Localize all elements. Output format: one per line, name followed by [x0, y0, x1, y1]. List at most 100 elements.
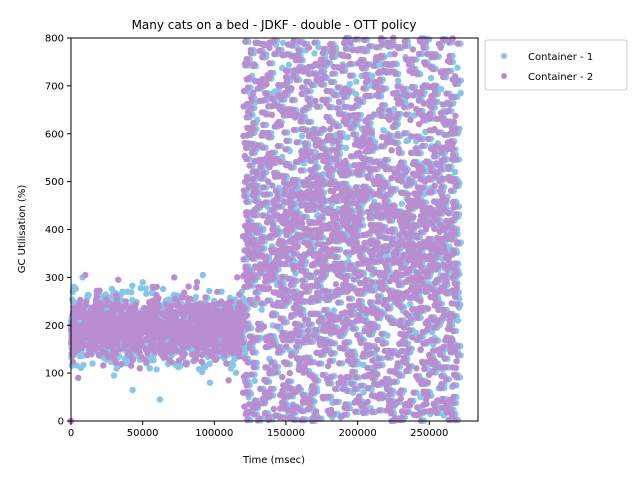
point-container-2 — [198, 351, 206, 359]
point-container-2 — [287, 393, 294, 400]
point-container-1 — [128, 289, 135, 296]
point-container-2 — [236, 291, 243, 298]
point-container-2 — [184, 327, 191, 335]
point-container-1 — [122, 356, 130, 363]
point-container-2 — [342, 249, 350, 256]
point-container-1 — [142, 285, 149, 292]
point-container-2 — [88, 319, 96, 326]
point-container-1 — [129, 386, 136, 394]
point-container-2 — [171, 309, 178, 316]
point-container-2 — [319, 371, 326, 379]
point-container-2 — [146, 320, 153, 327]
point-container-2 — [401, 104, 408, 111]
point-container-2 — [107, 312, 115, 319]
point-container-2 — [374, 336, 381, 344]
point-container-2 — [160, 312, 167, 319]
point-container-2 — [93, 328, 100, 335]
point-container-1 — [159, 285, 167, 293]
point-container-2 — [450, 393, 457, 401]
point-container-2 — [241, 283, 248, 291]
point-container-1 — [311, 50, 318, 57]
point-container-2 — [208, 339, 216, 346]
point-container-2 — [149, 300, 156, 308]
point-container-2 — [219, 322, 226, 329]
point-container-2 — [122, 302, 130, 310]
point-container-1 — [129, 282, 136, 289]
point-container-2 — [140, 317, 147, 325]
point-container-1 — [228, 360, 235, 367]
point-container-1 — [206, 287, 213, 295]
point-container-2 — [124, 336, 131, 343]
point-container-2 — [208, 352, 215, 360]
point-container-2 — [153, 342, 161, 349]
point-container-2 — [304, 88, 311, 95]
point-container-2 — [200, 305, 207, 312]
point-container-2 — [193, 284, 200, 291]
point-container-1 — [251, 377, 258, 384]
point-container-2 — [217, 332, 224, 339]
point-container-2 — [184, 339, 191, 346]
point-container-2 — [184, 295, 191, 302]
point-container-2 — [181, 289, 188, 296]
point-container-2 — [163, 323, 170, 330]
point-container-2 — [160, 329, 167, 337]
point-container-2 — [82, 341, 89, 348]
point-container-1 — [199, 271, 206, 279]
point-container-2 — [394, 83, 401, 90]
point-container-2 — [226, 305, 233, 312]
point-container-2 — [156, 322, 164, 329]
point-container-2 — [135, 322, 142, 329]
point-container-2 — [198, 358, 205, 365]
point-container-2 — [178, 294, 186, 301]
point-container-2 — [105, 322, 112, 329]
point-container-2 — [113, 292, 120, 299]
point-container-2 — [112, 350, 119, 357]
point-container-2 — [171, 329, 178, 337]
point-container-2 — [129, 356, 136, 364]
point-container-2 — [153, 291, 160, 299]
point-container-1 — [258, 306, 265, 313]
point-container-2 — [271, 363, 279, 371]
point-container-2 — [202, 294, 209, 301]
point-container-2 — [313, 103, 321, 110]
point-container-1 — [110, 372, 118, 379]
point-container-1 — [192, 293, 200, 301]
point-container-2 — [189, 324, 196, 331]
point-container-2 — [415, 97, 422, 104]
point-container-1 — [137, 285, 144, 292]
point-container-2 — [174, 297, 181, 304]
point-container-2 — [210, 301, 217, 308]
point-container-1 — [285, 61, 293, 68]
point-container-2 — [126, 311, 133, 319]
point-container-2 — [198, 327, 205, 334]
point-container-1 — [451, 168, 459, 176]
point-container-2 — [100, 362, 107, 369]
point-container-2 — [226, 313, 233, 321]
point-container-2 — [175, 357, 183, 364]
point-container-1 — [454, 317, 462, 324]
point-container-2 — [116, 346, 123, 353]
point-container-2 — [118, 360, 125, 368]
point-container-2 — [205, 307, 212, 315]
point-container-1 — [279, 39, 287, 46]
point-container-1 — [206, 360, 213, 367]
point-container-2 — [99, 312, 107, 319]
point-container-2 — [172, 318, 180, 326]
point-container-2 — [406, 327, 413, 334]
point-container-1 — [352, 91, 360, 98]
point-container-2 — [122, 298, 129, 305]
point-container-2 — [181, 350, 188, 358]
point-container-1 — [353, 78, 360, 85]
point-container-2 — [417, 174, 424, 182]
point-container-2 — [92, 334, 100, 342]
point-container-2 — [185, 300, 192, 307]
point-container-2 — [93, 339, 100, 346]
point-container-2 — [204, 302, 212, 309]
point-container-2 — [145, 345, 153, 353]
point-container-2 — [165, 317, 173, 325]
point-container-2 — [180, 319, 188, 326]
point-container-2 — [132, 315, 140, 323]
point-container-2 — [97, 300, 104, 307]
point-container-2 — [231, 334, 238, 342]
point-container-2 — [204, 324, 211, 331]
